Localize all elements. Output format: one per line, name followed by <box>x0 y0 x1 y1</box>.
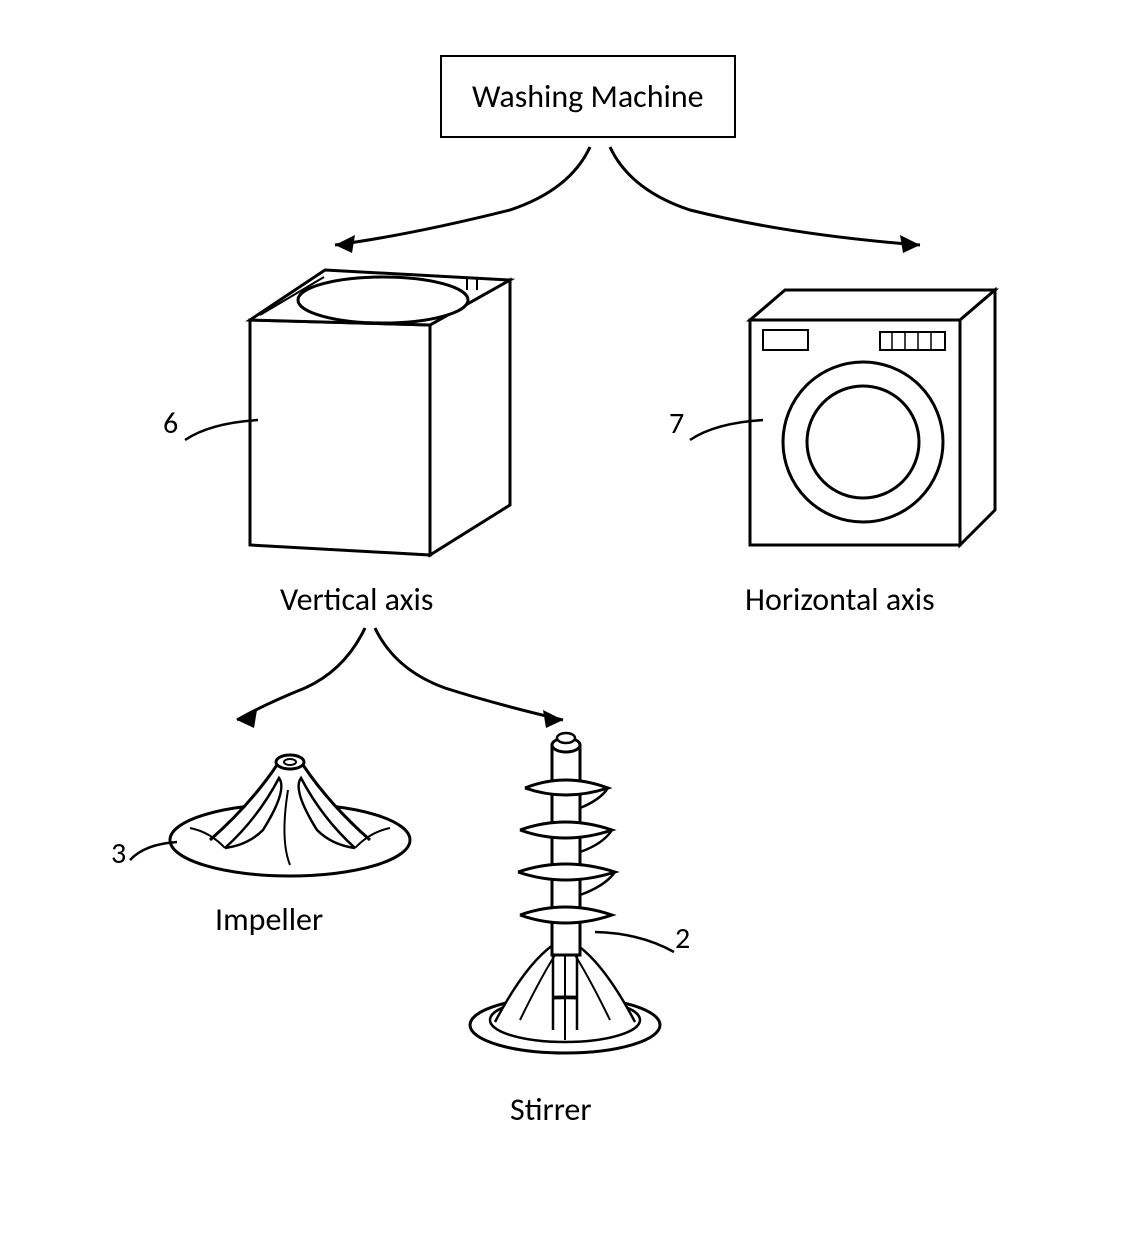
callout-3: 3 <box>111 835 126 872</box>
title-text: Washing Machine <box>472 77 704 116</box>
stirrer-component <box>460 720 670 1070</box>
callout-3-leader <box>125 838 185 868</box>
callout-6: 6 <box>163 405 178 442</box>
callout-7: 7 <box>669 405 684 442</box>
vertical-axis-label: Vertical axis <box>280 580 433 619</box>
title-box: Washing Machine <box>440 55 736 138</box>
stirrer-label: Stirrer <box>510 1090 592 1129</box>
front-loader-machine <box>730 280 1010 560</box>
callout-2-leader <box>590 927 680 962</box>
callout-2: 2 <box>675 920 690 957</box>
top-loader-machine <box>230 245 520 565</box>
impeller-label: Impeller <box>215 900 323 939</box>
callout-7-leader <box>685 415 770 455</box>
impeller-component <box>160 730 420 890</box>
horizontal-axis-label: Horizontal axis <box>745 580 935 619</box>
callout-6-leader <box>180 415 265 455</box>
